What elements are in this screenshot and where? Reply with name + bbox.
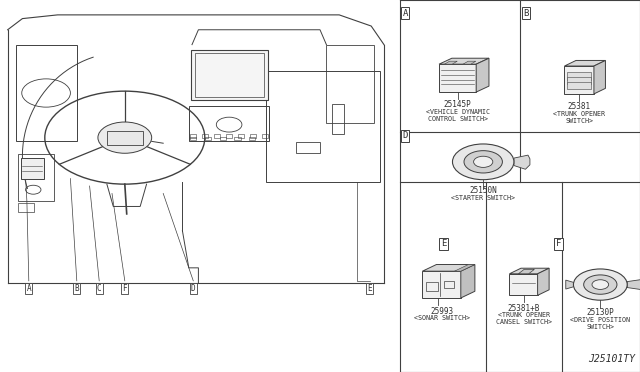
Bar: [238, 134, 244, 138]
Bar: [107, 131, 143, 145]
Polygon shape: [463, 61, 476, 64]
Text: D: D: [403, 131, 408, 140]
Polygon shape: [439, 64, 476, 92]
Bar: [326, 45, 374, 123]
Bar: [220, 137, 226, 140]
Text: <DRIVE POSITION
SWITCH>: <DRIVE POSITION SWITCH>: [570, 317, 630, 330]
Text: <TRUNK OPENER
CANSEL SWITCH>: <TRUNK OPENER CANSEL SWITCH>: [495, 312, 552, 326]
Text: F: F: [122, 284, 127, 293]
Circle shape: [464, 151, 502, 173]
Text: A: A: [403, 9, 408, 17]
Bar: [226, 134, 232, 138]
Bar: [296, 142, 320, 153]
Bar: [250, 134, 256, 138]
Bar: [21, 158, 44, 179]
Text: 25381+B: 25381+B: [508, 304, 540, 312]
Text: 25993: 25993: [430, 307, 453, 315]
Polygon shape: [461, 264, 475, 298]
Text: B: B: [524, 9, 529, 17]
Polygon shape: [564, 66, 594, 94]
Bar: [18, 203, 34, 212]
Text: A: A: [26, 284, 31, 293]
Polygon shape: [509, 268, 549, 274]
Bar: [205, 137, 211, 140]
Bar: [18, 154, 54, 201]
Polygon shape: [567, 81, 591, 89]
Polygon shape: [439, 58, 489, 64]
Text: <STARTER SWITCH>: <STARTER SWITCH>: [451, 195, 515, 201]
Bar: [444, 281, 454, 288]
Text: J25101TY: J25101TY: [588, 354, 635, 364]
Circle shape: [98, 122, 152, 153]
Circle shape: [573, 269, 627, 300]
Circle shape: [452, 144, 514, 180]
Text: <VEHICLE DYNAMIC
CONTROL SWITCH>: <VEHICLE DYNAMIC CONTROL SWITCH>: [426, 109, 490, 122]
Circle shape: [474, 156, 493, 167]
Polygon shape: [454, 264, 475, 271]
Polygon shape: [627, 279, 640, 290]
Text: E: E: [367, 284, 372, 293]
Circle shape: [584, 275, 617, 294]
Polygon shape: [567, 72, 591, 80]
Bar: [189, 106, 269, 141]
Circle shape: [592, 280, 609, 289]
Text: 25130P: 25130P: [586, 308, 614, 317]
Text: E: E: [441, 239, 446, 248]
Text: 25381: 25381: [568, 102, 591, 111]
Polygon shape: [594, 60, 605, 94]
Text: B: B: [74, 284, 79, 293]
Polygon shape: [567, 77, 591, 84]
Text: <TRUNK OPENER
SWITCH>: <TRUNK OPENER SWITCH>: [553, 111, 605, 124]
Bar: [214, 134, 220, 138]
Polygon shape: [509, 274, 538, 295]
Bar: [16, 45, 77, 141]
Polygon shape: [422, 271, 461, 298]
Bar: [249, 137, 255, 140]
Polygon shape: [538, 268, 549, 295]
Text: D: D: [191, 284, 196, 293]
Polygon shape: [476, 58, 489, 92]
Bar: [191, 50, 268, 100]
Bar: [190, 137, 196, 140]
Text: C: C: [97, 284, 102, 293]
Text: 25145P: 25145P: [444, 100, 472, 109]
Text: F: F: [556, 239, 561, 248]
Bar: [262, 134, 268, 138]
Bar: [190, 134, 196, 138]
Polygon shape: [566, 280, 573, 289]
Bar: [332, 104, 344, 134]
Bar: [426, 282, 438, 291]
Text: <SONAR SWITCH>: <SONAR SWITCH>: [413, 315, 470, 321]
Bar: [234, 137, 241, 140]
Polygon shape: [422, 264, 475, 271]
Polygon shape: [445, 61, 458, 64]
Bar: [202, 134, 209, 138]
Polygon shape: [514, 155, 530, 169]
Bar: [266, 71, 380, 182]
Polygon shape: [518, 269, 534, 274]
Text: 25150N: 25150N: [469, 186, 497, 195]
Polygon shape: [564, 60, 605, 66]
Bar: [195, 53, 264, 97]
